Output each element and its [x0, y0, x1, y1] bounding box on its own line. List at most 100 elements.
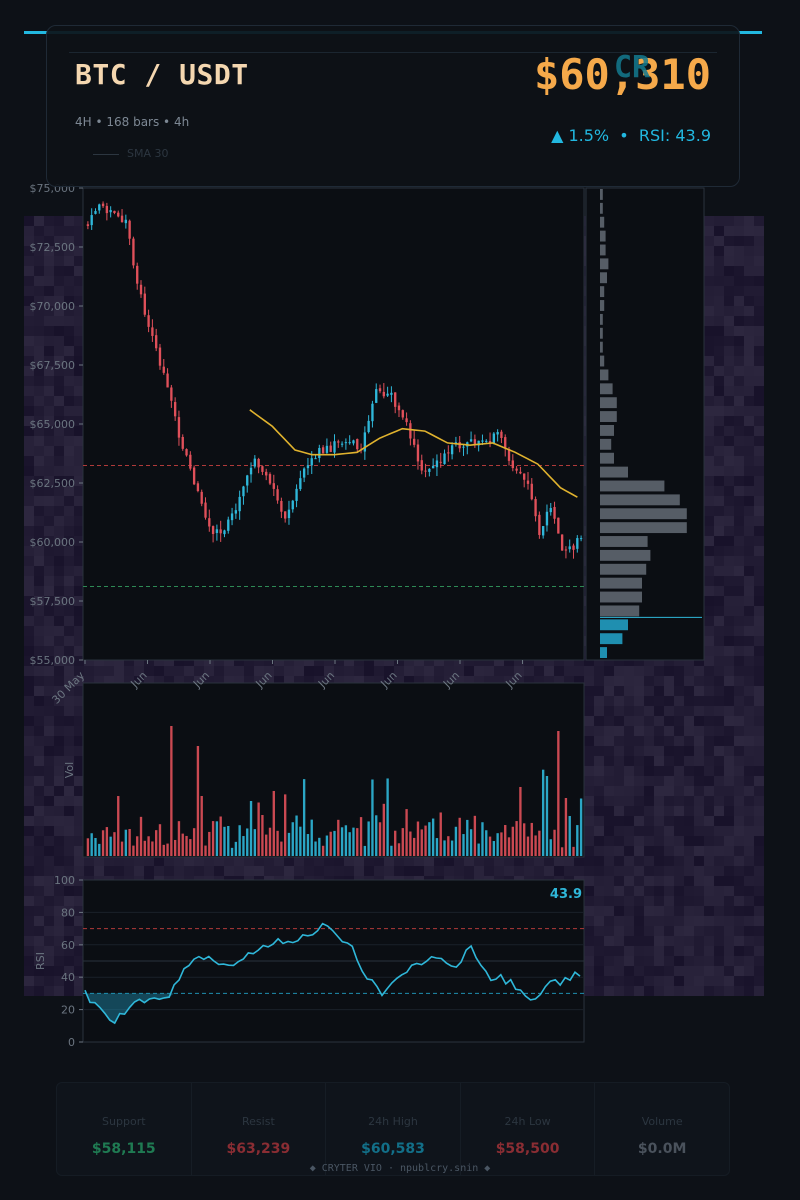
noise-cell — [754, 366, 764, 376]
noise-cell — [634, 796, 644, 806]
noise-cell — [584, 786, 594, 796]
noise-cell — [744, 326, 754, 336]
noise-cell — [644, 816, 654, 826]
noise-cell — [134, 656, 144, 666]
noise-cell — [234, 666, 244, 676]
noise-cell — [734, 776, 744, 786]
noise-cell — [744, 256, 754, 266]
noise-cell — [604, 816, 614, 826]
noise-cell — [44, 336, 54, 346]
noise-cell — [704, 766, 714, 776]
noise-cell — [24, 546, 34, 556]
noise-cell — [704, 396, 714, 406]
noise-cell — [754, 656, 764, 666]
noise-cell — [34, 806, 44, 816]
noise-cell — [64, 466, 74, 476]
noise-cell — [644, 656, 654, 666]
noise-cell — [654, 746, 664, 756]
noise-cell — [74, 676, 84, 686]
noise-cell — [684, 696, 694, 706]
noise-cell — [34, 786, 44, 796]
noise-cell — [44, 556, 54, 566]
noise-cell — [44, 436, 54, 446]
noise-cell — [314, 676, 324, 686]
noise-cell — [684, 816, 694, 826]
noise-cell — [64, 566, 74, 576]
noise-cell — [24, 836, 34, 846]
noise-cell — [54, 406, 64, 416]
noise-cell — [734, 296, 744, 306]
noise-cell — [664, 856, 674, 866]
noise-cell — [124, 676, 134, 686]
noise-cell — [654, 686, 664, 696]
noise-cell — [624, 806, 634, 816]
noise-cell — [504, 666, 514, 676]
noise-cell — [694, 826, 704, 836]
noise-cell — [34, 626, 44, 636]
noise-cell — [734, 246, 744, 256]
noise-cell — [604, 696, 614, 706]
noise-cell — [664, 656, 674, 666]
noise-cell — [584, 806, 594, 816]
noise-cell — [274, 856, 284, 866]
noise-cell — [74, 876, 84, 886]
noise-cell — [114, 656, 124, 666]
noise-cell — [644, 736, 654, 746]
noise-cell — [264, 856, 274, 866]
noise-cell — [74, 646, 84, 656]
noise-cell — [174, 656, 184, 666]
noise-cell — [714, 866, 724, 876]
noise-cell — [664, 786, 674, 796]
noise-cell — [24, 746, 34, 756]
noise-cell — [54, 796, 64, 806]
noise-cell — [444, 676, 454, 686]
noise-cell — [494, 676, 504, 686]
noise-cell — [344, 866, 354, 876]
noise-cell — [24, 326, 34, 336]
noise-cell — [24, 666, 34, 676]
noise-cell — [104, 866, 114, 876]
noise-cell — [564, 666, 574, 676]
noise-cell — [674, 726, 684, 736]
noise-cell — [704, 236, 714, 246]
noise-cell — [434, 676, 444, 686]
noise-cell — [224, 866, 234, 876]
noise-cell — [664, 686, 674, 696]
noise-cell — [394, 656, 404, 666]
noise-cell — [594, 746, 604, 756]
noise-cell — [734, 446, 744, 456]
noise-cell — [644, 846, 654, 856]
noise-cell — [714, 436, 724, 446]
noise-cell — [94, 656, 104, 666]
noise-cell — [754, 296, 764, 306]
noise-cell — [604, 726, 614, 736]
noise-cell — [724, 576, 734, 586]
noise-cell — [44, 456, 54, 466]
noise-cell — [704, 516, 714, 526]
noise-cell — [754, 806, 764, 816]
noise-cell — [24, 806, 34, 816]
noise-cell — [754, 636, 764, 646]
noise-cell — [44, 646, 54, 656]
noise-cell — [24, 676, 34, 686]
noise-cell — [34, 466, 44, 476]
noise-cell — [584, 846, 594, 856]
noise-cell — [744, 756, 754, 766]
noise-cell — [724, 666, 734, 676]
noise-cell — [134, 856, 144, 866]
noise-cell — [714, 276, 724, 286]
noise-cell — [144, 866, 154, 876]
noise-cell — [714, 876, 724, 886]
noise-cell — [744, 436, 754, 446]
noise-cell — [734, 736, 744, 746]
noise-cell — [74, 536, 84, 546]
noise-cell — [284, 866, 294, 876]
noise-cell — [554, 656, 564, 666]
noise-cell — [44, 816, 54, 826]
noise-cell — [64, 396, 74, 406]
noise-cell — [744, 766, 754, 776]
noise-cell — [24, 356, 34, 366]
noise-cell — [744, 266, 754, 276]
noise-cell — [394, 666, 404, 676]
noise-cell — [654, 696, 664, 706]
